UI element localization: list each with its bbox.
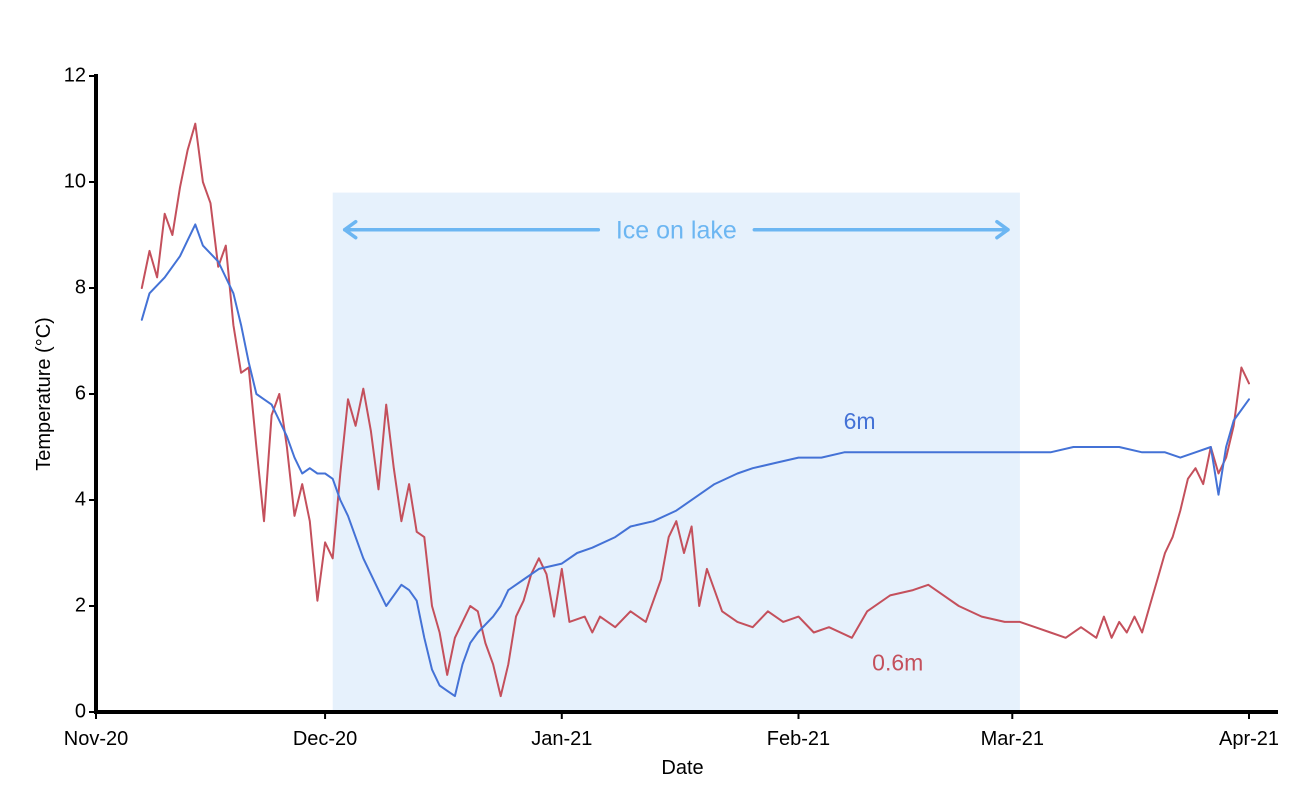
x-tick-label: Jan-21 [531,728,592,750]
x-tick-label: Feb-21 [767,728,830,750]
ice-on-lake-label: Ice on lake [616,216,737,244]
ice-arrow-right-head [995,219,1010,240]
x-tick-label: Mar-21 [981,728,1044,750]
y-tick-label: 4 [75,488,86,510]
y-tick-label: 10 [64,170,86,192]
series-line-6m [140,223,1250,698]
x-axis: Nov-20 Dec-20 Jan-21 Feb-21 Mar-21 Apr-21 [64,710,1279,750]
x-tick-label: Nov-20 [64,728,128,750]
y-tick-label: 12 [64,64,86,86]
x-tick-label: Dec-20 [293,728,357,750]
y-tick-label: 6 [75,382,86,404]
y-axis-title: Temperature (°C) [33,317,55,471]
y-tick-label: 0 [75,700,86,722]
x-tick-label: Apr-21 [1219,728,1279,750]
y-tick-label: 2 [75,594,86,616]
x-axis-title: Date [661,757,703,779]
y-axis: 0 2 4 6 8 10 12 [64,64,98,722]
series-label-0-6m: 0.6m [872,649,923,675]
y-tick-label: 8 [75,276,86,298]
x-ticks: Nov-20 Dec-20 Jan-21 Feb-21 Mar-21 Apr-21 [64,712,1279,750]
ice-on-lake-annotation: Ice on lake [342,216,1010,244]
series-label-6m: 6m [844,408,876,434]
series-line-0-6m [140,122,1250,698]
ice-arrow-left-head [342,219,358,240]
series-labels: 6m 0.6m [844,408,924,675]
y-ticks: 0 2 4 6 8 10 12 [64,64,96,722]
series-layer [140,122,1250,698]
